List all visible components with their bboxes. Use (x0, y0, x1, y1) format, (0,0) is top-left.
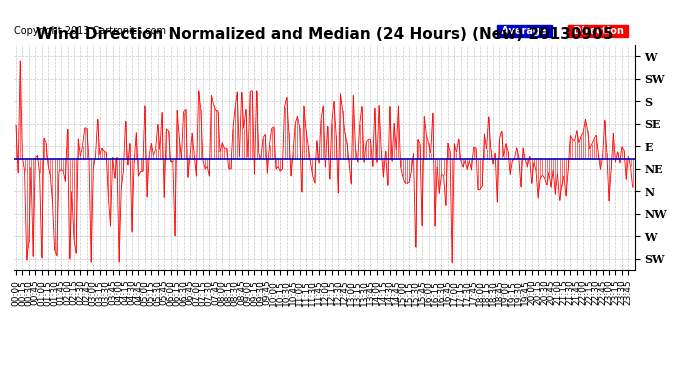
Text: Copyright 2013 Cartronics.com: Copyright 2013 Cartronics.com (14, 26, 166, 36)
Title: Wind Direction Normalized and Median (24 Hours) (New) 20130905: Wind Direction Normalized and Median (24… (36, 27, 613, 42)
Text: Average: Average (498, 26, 550, 36)
Text: Direction: Direction (570, 26, 627, 36)
